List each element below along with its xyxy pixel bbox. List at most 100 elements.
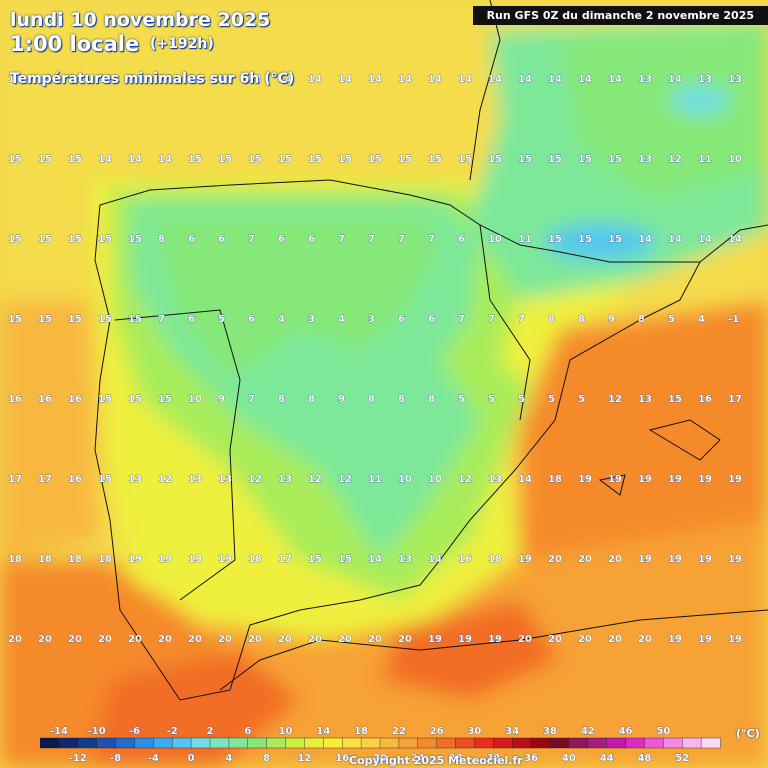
grid-value: 7 <box>158 314 165 325</box>
grid-value: 14 <box>548 74 562 85</box>
legend-top-label: -14 <box>50 726 68 737</box>
legend-swatch <box>266 737 287 749</box>
grid-value: -1 <box>728 314 739 325</box>
grid-value: 14 <box>278 74 292 85</box>
legend-top-label: 10 <box>279 726 293 737</box>
legend-bottom-label: 24 <box>411 753 425 764</box>
grid-value: 6 <box>188 234 195 245</box>
grid-value: 7 <box>428 234 435 245</box>
grid-value: 20 <box>368 634 382 645</box>
grid-value: 17 <box>8 474 22 485</box>
grid-value: 7 <box>338 234 345 245</box>
legend-swatch <box>190 737 211 749</box>
grid-value: 15 <box>398 154 412 165</box>
legend-swatch <box>304 737 325 749</box>
grid-value: 17 <box>38 474 52 485</box>
legend-top-label: 26 <box>430 726 444 737</box>
grid-value: 5 <box>458 394 465 405</box>
grid-value: 6 <box>308 234 315 245</box>
grid-value: 10 <box>488 234 502 245</box>
grid-value: 14 <box>398 74 412 85</box>
grid-value: 15 <box>488 154 502 165</box>
grid-value: 18 <box>68 554 82 565</box>
grid-value: 19 <box>728 634 742 645</box>
legend-top-label: 38 <box>543 726 557 737</box>
grid-value: 15 <box>98 314 112 325</box>
legend-swatch <box>682 737 702 749</box>
grid-value: 8 <box>368 394 375 405</box>
grid-value: 7 <box>458 314 465 325</box>
grid-value: 16 <box>698 394 712 405</box>
grid-value: 19 <box>668 554 682 565</box>
grid-value: 19 <box>728 474 742 485</box>
grid-value: 15 <box>338 154 352 165</box>
legend-top-label: 22 <box>392 726 406 737</box>
legend-swatch <box>77 737 98 749</box>
legend-bottom-label: 44 <box>600 753 614 764</box>
grid-value: 14 <box>128 74 142 85</box>
grid-value: 15 <box>128 314 142 325</box>
legend-top-label: -10 <box>88 726 106 737</box>
grid-value: 15 <box>98 474 112 485</box>
grid-value: 14 <box>668 74 682 85</box>
legend-swatch <box>455 737 476 749</box>
legend-swatch <box>342 737 362 749</box>
copyright-text: Copyright 2025 Meteociel.fr <box>349 754 523 767</box>
legend-swatch <box>58 737 79 749</box>
grid-value: 19 <box>668 634 682 645</box>
legend-bottom-label: 52 <box>675 753 689 764</box>
legend-top-label: -2 <box>167 726 178 737</box>
grid-value: 15 <box>68 154 82 165</box>
legend-bottom-label: 48 <box>637 753 651 764</box>
grid-value: 7 <box>518 314 525 325</box>
grid-value: 5 <box>218 314 225 325</box>
legend-bottom-label: 4 <box>225 753 232 764</box>
grid-value: 20 <box>548 634 562 645</box>
grid-value: 14 <box>668 234 682 245</box>
grid-value: 19 <box>638 474 652 485</box>
legend-top-label: 6 <box>244 726 251 737</box>
grid-value: 19 <box>728 554 742 565</box>
grid-value: 14 <box>98 74 112 85</box>
grid-value: 19 <box>668 474 682 485</box>
legend-swatch <box>285 737 306 749</box>
grid-value: 6 <box>398 314 405 325</box>
legend-swatches <box>40 737 721 749</box>
grid-value: 13 <box>638 74 652 85</box>
grid-value: 6 <box>278 234 285 245</box>
grid-value: 17 <box>278 554 292 565</box>
grid-value: 14 <box>188 74 202 85</box>
grid-value: 19 <box>188 554 202 565</box>
grid-value: 14 <box>128 154 142 165</box>
grid-value: 12 <box>338 474 352 485</box>
legend-swatch <box>512 737 532 749</box>
grid-value: 19 <box>128 554 142 565</box>
grid-value: 15 <box>8 154 22 165</box>
legend-bottom-label: 32 <box>486 753 500 764</box>
grid-value: 18 <box>98 554 112 565</box>
grid-value: 8 <box>428 394 435 405</box>
grid-value: 9 <box>338 394 345 405</box>
legend-bottom-label: 8 <box>263 753 270 764</box>
grid-value: 14 <box>578 74 592 85</box>
legend-bottom-label: 12 <box>297 753 311 764</box>
grid-value: 13 <box>638 394 652 405</box>
grid-value: 20 <box>578 554 592 565</box>
grid-value: 10 <box>188 394 202 405</box>
legend-top-label: 34 <box>505 726 519 737</box>
grid-value: 15 <box>188 154 202 165</box>
legend-top-label: 30 <box>467 726 481 737</box>
grid-value: 16 <box>68 394 82 405</box>
legend-swatch <box>360 737 381 749</box>
grid-value: 14 <box>158 74 172 85</box>
grid-value: 13 <box>188 474 202 485</box>
legend-bottom-label: 0 <box>188 753 195 764</box>
legend-top-label: 18 <box>354 726 368 737</box>
grid-value: 16 <box>458 554 472 565</box>
grid-value: 15 <box>338 554 352 565</box>
grid-value: 13 <box>638 154 652 165</box>
grid-value: 11 <box>698 154 712 165</box>
grid-value: 14 <box>68 74 82 85</box>
legend-swatch <box>625 737 646 749</box>
